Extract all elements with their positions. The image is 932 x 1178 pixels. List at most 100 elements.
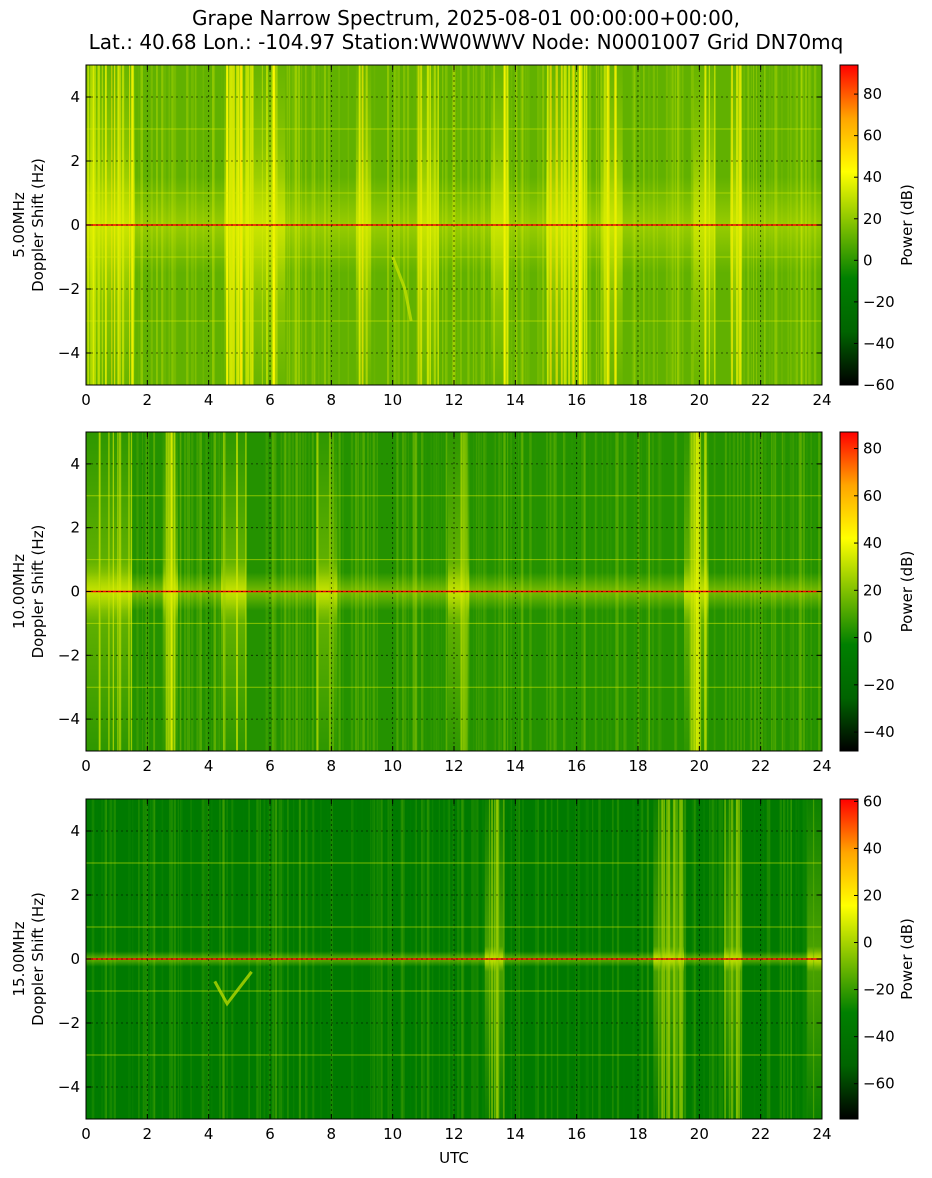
- x-tick-label: 16: [567, 757, 586, 775]
- x-tick-label: 18: [628, 1125, 647, 1143]
- y-tick-label: −2: [58, 280, 80, 298]
- y-tick-label: 0: [70, 583, 80, 601]
- colorbar-tick-label: 60: [863, 792, 882, 810]
- colorbar-tick-label: 20: [863, 581, 882, 599]
- y-axis-label-doppler: Doppler Shift (Hz): [29, 892, 47, 1026]
- x-tick-label: 2: [143, 757, 153, 775]
- colorbar-tick-label: −60: [863, 1075, 895, 1093]
- heatmap-area: [86, 432, 822, 751]
- x-tick-label: 2: [143, 1125, 153, 1143]
- x-tick-label: 22: [751, 757, 770, 775]
- y-tick-label: 4: [70, 822, 80, 840]
- colorbar-tick-label: 60: [863, 127, 882, 145]
- colorbar-tick-label: −40: [863, 723, 895, 741]
- colorbar-tick-label: −20: [863, 293, 895, 311]
- x-tick-label: 10: [383, 757, 402, 775]
- x-tick-label: 24: [812, 1125, 831, 1143]
- colorbar-tick-label: 0: [863, 934, 873, 952]
- colorbar-tick-label: 20: [863, 886, 882, 904]
- colorbar-tick-label: 40: [863, 839, 882, 857]
- x-tick-label: 0: [81, 1125, 91, 1143]
- colorbar-tick-label: 60: [863, 487, 882, 505]
- doppler-trace: [391, 256, 413, 322]
- figure-title-line-1: Grape Narrow Spectrum, 2025-08-01 00:00:…: [192, 6, 740, 30]
- x-tick-label: 18: [628, 391, 647, 409]
- x-tick-label: 12: [444, 757, 463, 775]
- y-tick-label: −4: [58, 1078, 80, 1096]
- x-tick-label: 14: [506, 391, 525, 409]
- x-tick-label: 8: [327, 1125, 337, 1143]
- colorbar: [839, 798, 859, 1120]
- x-axis-label: UTC: [439, 1149, 469, 1167]
- x-tick-label: 6: [265, 1125, 275, 1143]
- colorbar-tick-label: −20: [863, 981, 895, 999]
- y-tick-label: 0: [70, 216, 80, 234]
- x-tick-label: 0: [81, 757, 91, 775]
- x-tick-label: 20: [690, 757, 709, 775]
- y-tick-label: 0: [70, 950, 80, 968]
- y-tick-label: 2: [70, 152, 80, 170]
- x-tick-label: 22: [751, 1125, 770, 1143]
- colorbar-tick-label: 20: [863, 210, 882, 228]
- x-tick-label: 4: [204, 391, 214, 409]
- colorbar-label: Power (dB): [898, 184, 916, 266]
- heatmap-area: [86, 65, 822, 385]
- colorbar-label: Power (dB): [898, 551, 916, 633]
- colorbar-tick-label: 0: [863, 251, 873, 269]
- colorbar: [839, 431, 859, 752]
- figure-title-line-2: Lat.: 40.68 Lon.: -104.97 Station:WW0WWV…: [88, 30, 844, 54]
- x-tick-label: 20: [690, 391, 709, 409]
- x-tick-label: 24: [812, 391, 831, 409]
- x-tick-label: 4: [204, 1125, 214, 1143]
- y-axis-label-doppler: Doppler Shift (Hz): [29, 525, 47, 659]
- colorbar-label: Power (dB): [898, 918, 916, 1000]
- x-tick-label: 14: [506, 757, 525, 775]
- y-axis-label-frequency: 5.00MHz: [10, 192, 28, 258]
- colorbar-tick-label: −20: [863, 676, 895, 694]
- colorbar-tick-label: 40: [863, 168, 882, 186]
- x-tick-label: 10: [383, 1125, 402, 1143]
- colorbar-tick-label: −40: [863, 1028, 895, 1046]
- y-tick-label: −4: [58, 344, 80, 362]
- y-axis-label-frequency: 10.00MHz: [10, 554, 28, 629]
- x-tick-label: 18: [628, 757, 647, 775]
- colorbar-tick-label: −40: [863, 334, 895, 352]
- doppler-trace: [213, 970, 253, 1007]
- y-axis-label-doppler: Doppler Shift (Hz): [29, 158, 47, 292]
- y-tick-label: −2: [58, 1014, 80, 1032]
- x-tick-label: 16: [567, 391, 586, 409]
- x-tick-label: 6: [265, 757, 275, 775]
- x-tick-label: 14: [506, 1125, 525, 1143]
- colorbar-tick-label: 0: [863, 629, 873, 647]
- y-tick-label: −4: [58, 710, 80, 728]
- colorbar-tick-label: −60: [863, 376, 895, 394]
- x-tick-label: 0: [81, 391, 91, 409]
- colorbar-tick-label: 80: [863, 85, 882, 103]
- x-tick-label: 8: [327, 391, 337, 409]
- x-tick-label: 22: [751, 391, 770, 409]
- y-tick-label: 2: [70, 886, 80, 904]
- x-tick-label: 12: [444, 391, 463, 409]
- colorbar-tick-label: 80: [863, 440, 882, 458]
- x-tick-label: 16: [567, 1125, 586, 1143]
- x-tick-label: 2: [143, 391, 153, 409]
- x-tick-label: 4: [204, 757, 214, 775]
- y-tick-label: 4: [70, 88, 80, 106]
- colorbar: [839, 64, 859, 386]
- x-tick-label: 24: [812, 757, 831, 775]
- x-tick-label: 10: [383, 391, 402, 409]
- x-tick-label: 6: [265, 391, 275, 409]
- heatmap-area: [86, 799, 822, 1119]
- colorbar-tick-label: 40: [863, 534, 882, 552]
- x-tick-label: 12: [444, 1125, 463, 1143]
- y-tick-label: 4: [70, 455, 80, 473]
- y-axis-label-frequency: 15.00MHz: [10, 921, 28, 996]
- x-tick-label: 20: [690, 1125, 709, 1143]
- x-tick-label: 8: [327, 757, 337, 775]
- y-tick-label: −2: [58, 646, 80, 664]
